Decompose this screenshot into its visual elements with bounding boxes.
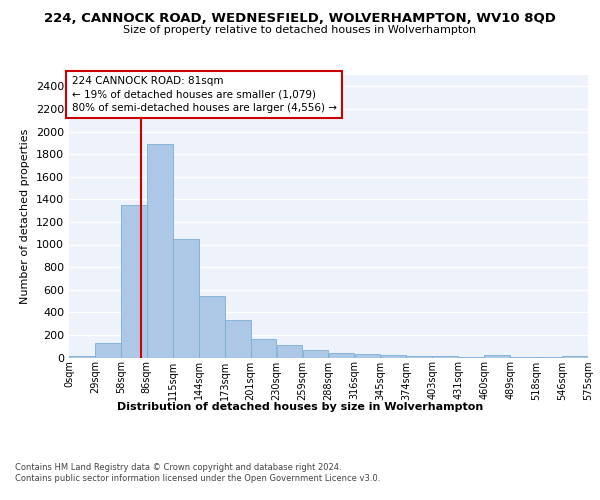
Text: 224, CANNOCK ROAD, WEDNESFIELD, WOLVERHAMPTON, WV10 8QD: 224, CANNOCK ROAD, WEDNESFIELD, WOLVERHA… (44, 12, 556, 26)
Bar (329, 353, 355, 358)
Bar (225, 320, 251, 358)
Bar (458, 356, 484, 358)
Text: Contains public sector information licensed under the Open Government Licence v3: Contains public sector information licen… (15, 474, 380, 483)
Bar (510, 357, 536, 358)
Bar (251, 339, 277, 357)
Bar (199, 296, 224, 358)
Text: Distribution of detached houses by size in Wolverhampton: Distribution of detached houses by size … (117, 402, 483, 412)
Text: 224 CANNOCK ROAD: 81sqm
← 19% of detached houses are smaller (1,079)
80% of semi: 224 CANNOCK ROAD: 81sqm ← 19% of detache… (71, 76, 337, 113)
Bar (406, 356, 432, 358)
Bar (95, 344, 121, 357)
Bar (173, 240, 199, 358)
Y-axis label: Number of detached properties: Number of detached properties (20, 128, 31, 304)
Bar (69, 356, 95, 358)
Bar (355, 354, 380, 358)
Bar (380, 355, 406, 358)
Text: Contains HM Land Registry data © Crown copyright and database right 2024.: Contains HM Land Registry data © Crown c… (15, 462, 341, 471)
Bar (433, 356, 458, 358)
Bar (277, 345, 302, 358)
Text: Size of property relative to detached houses in Wolverhampton: Size of property relative to detached ho… (124, 25, 476, 35)
Bar (536, 357, 562, 358)
Bar (562, 356, 588, 358)
Bar (121, 205, 147, 358)
Bar (302, 350, 328, 358)
Bar (147, 144, 173, 358)
Bar (484, 355, 510, 358)
